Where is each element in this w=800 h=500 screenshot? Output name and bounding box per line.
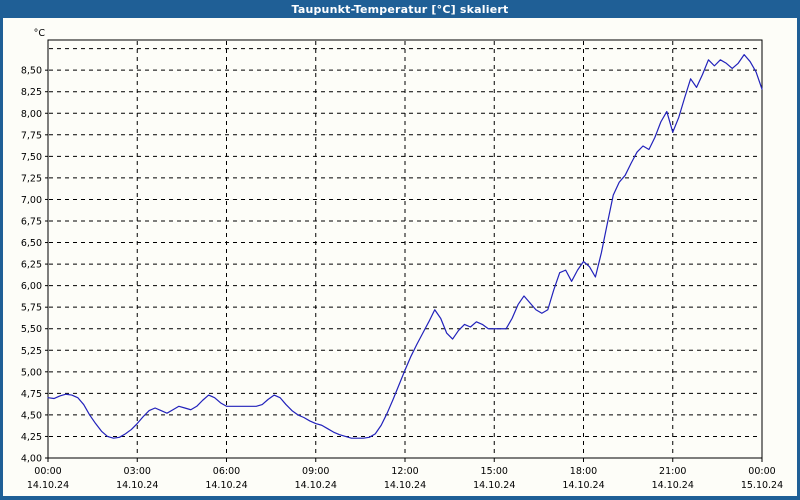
x-tick-label-date: 14.10.24	[205, 480, 247, 491]
x-tick-label-time: 06:00	[213, 466, 240, 477]
y-tick-label: 7,00	[21, 195, 42, 206]
x-tick-label-time: 03:00	[124, 466, 151, 477]
y-axis-ticks: 4,00 4,25 4,50 4,75 5,00 5,25 5,50 5,75 6,00 6,25…	[21, 66, 48, 465]
y-tick-label: 6,75	[21, 216, 42, 227]
chart-plot: 4,00 4,25 4,50 4,75 5,00 5,25 5,50 5,75 6,00 6,25…	[21, 28, 783, 491]
x-tick-label-date: 14.10.24	[473, 480, 515, 491]
y-tick-label: 5,75	[21, 303, 42, 314]
chart-canvas: 4,00 4,25 4,50 4,75 5,00 5,25 5,50 5,75 6,00 6,25…	[3, 18, 797, 496]
y-tick-label: 5,00	[21, 367, 42, 378]
x-tick-label-time: 09:00	[302, 466, 329, 477]
x-tick-label-date: 14.10.24	[295, 480, 337, 491]
plot-frame	[47, 39, 763, 459]
x-tick-label-time: 21:00	[659, 466, 686, 477]
gridlines	[49, 41, 761, 459]
y-tick-label: 6,00	[21, 281, 42, 292]
y-tick-label: 4,75	[21, 389, 42, 400]
y-tick-label: 4,00	[21, 454, 42, 465]
y-tick-label: 7,50	[21, 152, 42, 163]
window-title-bar: Taupunkt-Temperatur [°C] skaliert	[0, 0, 800, 18]
x-axis-ticks: 00:00 14.10.24 03:00 14.10.24 06:00 14.10.24 0…	[27, 458, 783, 491]
y-tick-label: 8,25	[21, 87, 42, 98]
y-tick-label: 4,50	[21, 410, 42, 421]
y-tick-label: 8,50	[21, 66, 42, 77]
y-tick-label: 4,25	[21, 432, 42, 443]
x-tick-label-time: 12:00	[391, 466, 418, 477]
x-tick-label-time: 15:00	[481, 466, 508, 477]
y-tick-label: 5,25	[21, 346, 42, 357]
y-tick-label: 6,25	[21, 260, 42, 271]
x-tick-label-date: 14.10.24	[384, 480, 426, 491]
x-tick-label-date: 15.10.24	[741, 480, 783, 491]
y-tick-label: 8,00	[21, 109, 42, 120]
x-tick-label-date: 14.10.24	[652, 480, 694, 491]
data-series-line	[47, 54, 763, 439]
x-tick-label-date: 14.10.24	[27, 480, 69, 491]
x-tick-label-time: 00:00	[34, 466, 61, 477]
x-tick-label-date: 14.10.24	[116, 480, 158, 491]
y-tick-label: 5,50	[21, 324, 42, 335]
y-axis-unit-label: °C	[34, 28, 46, 39]
y-tick-label: 7,25	[21, 173, 42, 184]
x-tick-label-time: 18:00	[570, 466, 597, 477]
x-tick-label-time: 00:00	[748, 466, 775, 477]
x-tick-label-date: 14.10.24	[562, 480, 604, 491]
page-title: Taupunkt-Temperatur [°C] skaliert	[291, 2, 509, 16]
y-tick-label: 6,50	[21, 238, 42, 249]
y-tick-label: 7,75	[21, 130, 42, 141]
